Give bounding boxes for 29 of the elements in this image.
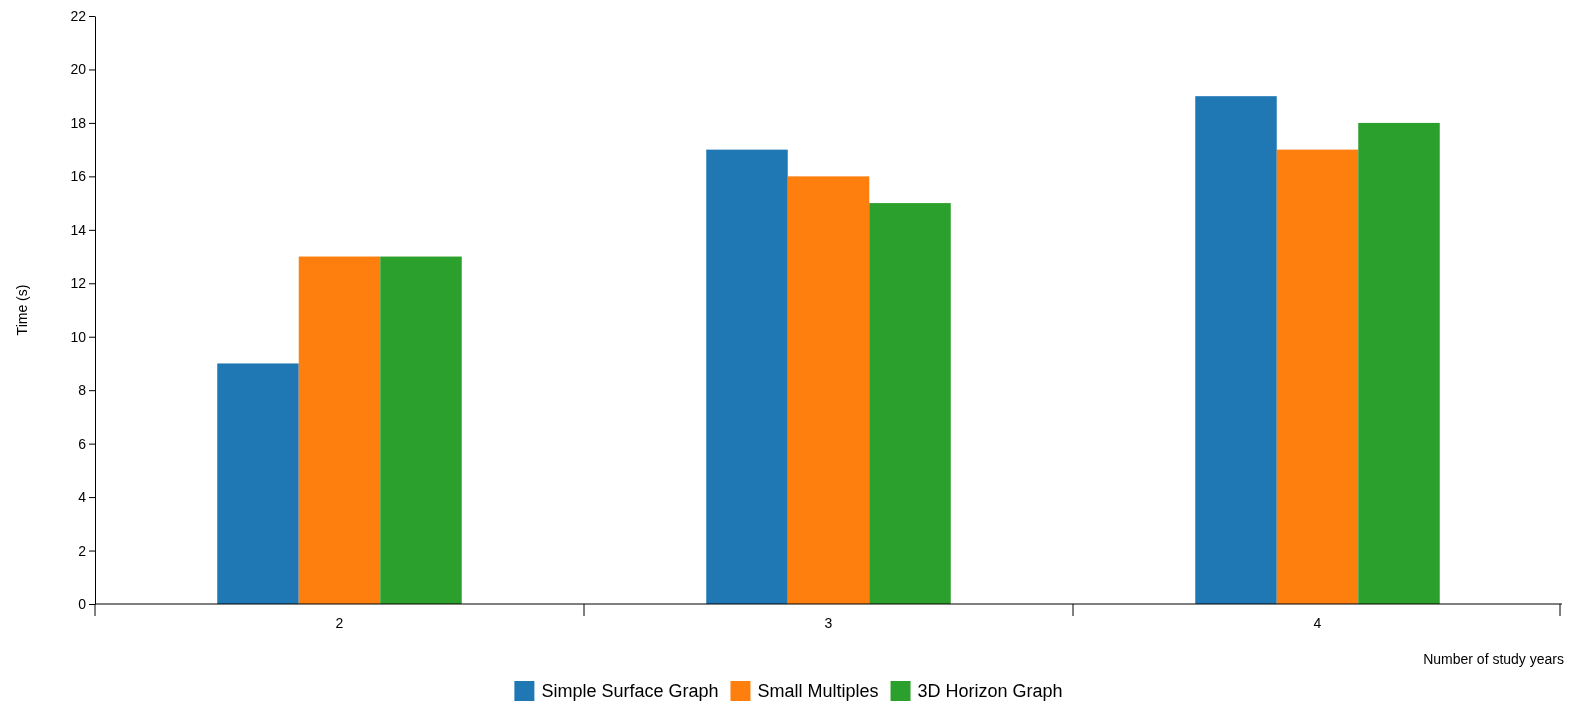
y-tick-label: 4 [78, 489, 87, 506]
y-tick-label: 10 [70, 328, 87, 345]
y-tick-label: 6 [78, 435, 87, 452]
y-tick-label: 22 [70, 7, 87, 24]
x-tick-label: 3 [824, 614, 833, 631]
y-tick-label: 16 [70, 168, 87, 185]
y-tick-label: 18 [70, 114, 87, 131]
bar [298, 256, 381, 604]
legend-label: Small Multiples [757, 681, 879, 701]
y-tick-label: 20 [70, 61, 87, 78]
bar [869, 203, 951, 604]
legend-label: 3D Horizon Graph [917, 681, 1063, 701]
bar [1276, 149, 1359, 604]
bar [787, 176, 870, 604]
bar [1358, 122, 1440, 604]
legend-label: Simple Surface Graph [541, 681, 719, 701]
x-tick-label: 2 [335, 614, 344, 631]
y-axis-title: Time (s) [14, 284, 30, 336]
y-tick-label: 2 [78, 542, 87, 559]
y-tick-label: 14 [70, 221, 87, 238]
bar [1195, 96, 1277, 604]
y-tick-label: 12 [70, 275, 87, 292]
bar [380, 256, 462, 604]
bar [217, 363, 299, 604]
y-tick-label: 0 [78, 595, 87, 612]
y-tick-label: 8 [78, 382, 87, 399]
bar [706, 149, 788, 604]
x-tick-label: 4 [1313, 614, 1322, 631]
x-axis-title: Number of study years [1423, 651, 1564, 667]
